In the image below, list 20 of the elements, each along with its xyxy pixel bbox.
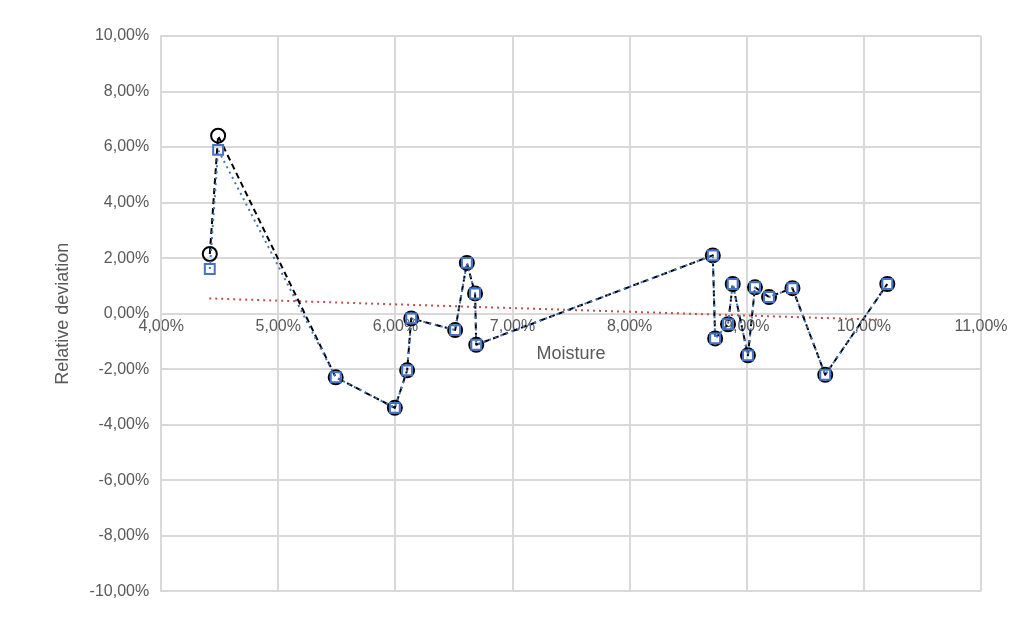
y-tick-label: 4,00%: [103, 193, 150, 211]
y-tick-label: -2,00%: [98, 359, 150, 377]
y-tick-label: 6,00%: [103, 137, 150, 155]
point: [201, 245, 218, 262]
y-tick-label: -8,00%: [98, 526, 150, 544]
y-axis-title: Relative deviation: [51, 242, 72, 385]
point: [212, 143, 225, 156]
y-tick-label: -6,00%: [98, 470, 150, 488]
x-axis-title: Moisture: [536, 342, 606, 363]
x-tick-label: 5,00%: [255, 316, 301, 334]
point: [203, 263, 216, 275]
y-tick-label: -4,00%: [98, 415, 150, 433]
y-tick-label: 2,00%: [103, 248, 150, 266]
x-tick-label: 8,00%: [606, 316, 653, 334]
y-tick-label: 10,00%: [94, 26, 150, 44]
y-tick-label: -10,00%: [89, 581, 150, 599]
x-tick-label: 11,00%: [954, 316, 1008, 334]
point: [210, 127, 227, 144]
x-tick-label: 10,00%: [836, 316, 892, 334]
y-tick-label: 8,00%: [103, 81, 150, 99]
